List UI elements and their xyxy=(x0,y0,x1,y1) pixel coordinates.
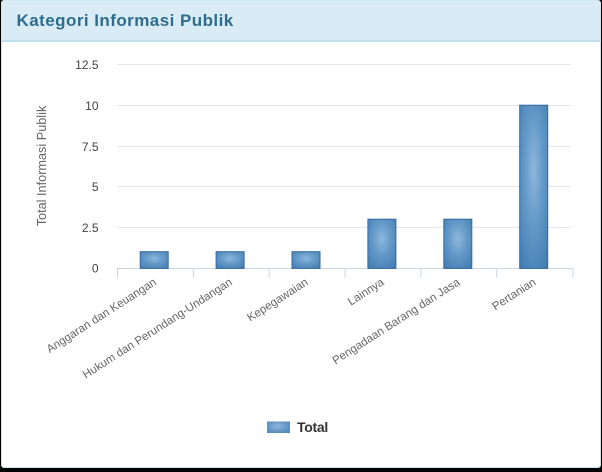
svg-text:Total: Total xyxy=(297,419,328,435)
svg-text:Total Informasi Publik: Total Informasi Publik xyxy=(35,105,49,226)
svg-text:10: 10 xyxy=(85,99,99,113)
svg-text:2.5: 2.5 xyxy=(82,221,99,235)
svg-text:Pertanian: Pertanian xyxy=(490,276,538,313)
svg-text:7.5: 7.5 xyxy=(82,140,99,154)
svg-text:Pengadaan Barang dan Jasa: Pengadaan Barang dan Jasa xyxy=(331,276,463,367)
svg-text:0: 0 xyxy=(92,262,99,276)
svg-text:Lainnya: Lainnya xyxy=(346,276,387,308)
svg-text:Kepegawaian: Kepegawaian xyxy=(245,276,310,324)
svg-text:5: 5 xyxy=(92,180,99,194)
svg-text:Hukum dan Perundang-Undangan: Hukum dan Perundang-Undangan xyxy=(81,276,235,381)
svg-text:12.5: 12.5 xyxy=(75,58,99,72)
